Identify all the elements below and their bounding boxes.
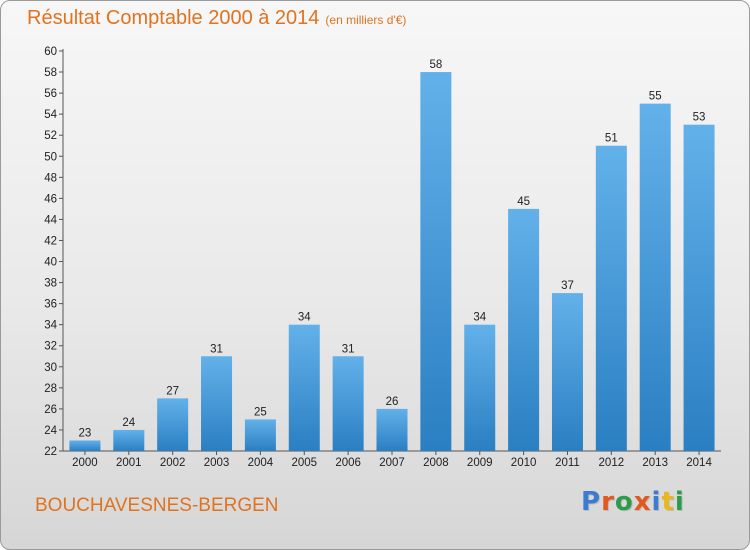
data-label-2014: 53	[693, 112, 706, 124]
bar-2011	[551, 293, 583, 451]
y-tick-label: 42	[44, 235, 57, 247]
bar-2012	[595, 145, 627, 451]
bar-2013	[639, 103, 671, 451]
bar-2008	[420, 72, 452, 451]
bar-2007	[376, 408, 408, 451]
bar-2001	[113, 429, 145, 451]
bar-2003	[201, 356, 233, 451]
x-tick-label-2009: 2009	[467, 457, 493, 469]
x-tick-label-2007: 2007	[379, 457, 405, 469]
y-tick-label: 40	[44, 257, 57, 269]
y-tick-label: 46	[44, 193, 57, 205]
x-tick-label-2012: 2012	[599, 457, 625, 469]
location-name: BOUCHAVESNES-BERGEN	[35, 495, 279, 516]
y-tick-label: 28	[44, 383, 57, 395]
data-label-2009: 34	[473, 312, 486, 324]
y-tick-label: 48	[44, 172, 57, 184]
chart-title-text: Résultat Comptable 2000 à 2014	[27, 7, 320, 29]
data-label-2004: 25	[254, 406, 267, 418]
data-label-2002: 27	[166, 385, 179, 397]
x-tick-label-2000: 2000	[72, 457, 98, 469]
data-label-2007: 26	[386, 396, 399, 408]
logo-letter: o	[614, 487, 634, 517]
y-tick-label: 22	[44, 446, 57, 458]
x-tick-label-2003: 2003	[204, 457, 230, 469]
data-label-2006: 31	[342, 343, 355, 355]
x-tick-label-2001: 2001	[116, 457, 142, 469]
bar-2005	[288, 324, 320, 451]
data-label-2005: 34	[298, 312, 311, 324]
bar-2010	[508, 208, 540, 451]
chart-title: Résultat Comptable 2000 à 2014 (en millie…	[27, 7, 406, 30]
bar-2000	[69, 440, 101, 451]
data-label-2012: 51	[605, 133, 618, 145]
bar-2009	[464, 324, 496, 451]
proxiti-logo: Proxiti	[581, 487, 685, 517]
x-tick-label-2014: 2014	[686, 457, 712, 469]
x-tick-label-2004: 2004	[248, 457, 274, 469]
x-tick-label-2010: 2010	[511, 457, 537, 469]
data-label-2008: 58	[429, 59, 442, 71]
y-tick-label: 54	[44, 109, 57, 121]
x-tick-label-2011: 2011	[555, 457, 580, 469]
x-tick-label-2013: 2013	[642, 457, 668, 469]
bar-2002	[157, 398, 189, 451]
y-tick-label: 56	[44, 88, 57, 100]
y-tick-label: 24	[44, 425, 57, 437]
y-tick-label: 60	[44, 46, 57, 58]
data-label-2000: 23	[79, 427, 92, 439]
data-label-2011: 37	[561, 280, 574, 292]
logo-letter: P	[581, 487, 602, 517]
y-tick-label: 52	[44, 130, 57, 142]
y-tick-label: 58	[44, 67, 57, 79]
bar-2014	[683, 124, 715, 452]
y-tick-label: 34	[44, 320, 57, 332]
x-tick-label-2005: 2005	[291, 457, 317, 469]
y-tick-label: 38	[44, 278, 57, 290]
data-label-2010: 45	[517, 196, 530, 208]
y-tick-label: 32	[44, 341, 57, 353]
chart-subtitle: (en milliers d'€)	[325, 13, 407, 27]
y-tick-label: 30	[44, 362, 57, 374]
y-tick-label: 50	[44, 151, 57, 163]
bar-2006	[332, 356, 364, 451]
logo-letter: i	[674, 487, 685, 517]
logo-letter: i	[651, 487, 662, 517]
logo-letter: x	[633, 487, 652, 517]
x-tick-label-2002: 2002	[160, 457, 186, 469]
data-label-2003: 31	[210, 343, 223, 355]
y-tick-label: 44	[44, 214, 57, 226]
x-tick-label-2008: 2008	[423, 457, 449, 469]
data-label-2013: 55	[649, 91, 662, 103]
x-tick-label-2006: 2006	[335, 457, 361, 469]
y-tick-label: 36	[44, 299, 57, 311]
bar-2004	[244, 419, 276, 451]
logo-letter: r	[601, 487, 615, 517]
data-label-2001: 24	[122, 417, 135, 429]
y-tick-label: 26	[44, 404, 57, 416]
logo-letter: t	[661, 487, 675, 517]
